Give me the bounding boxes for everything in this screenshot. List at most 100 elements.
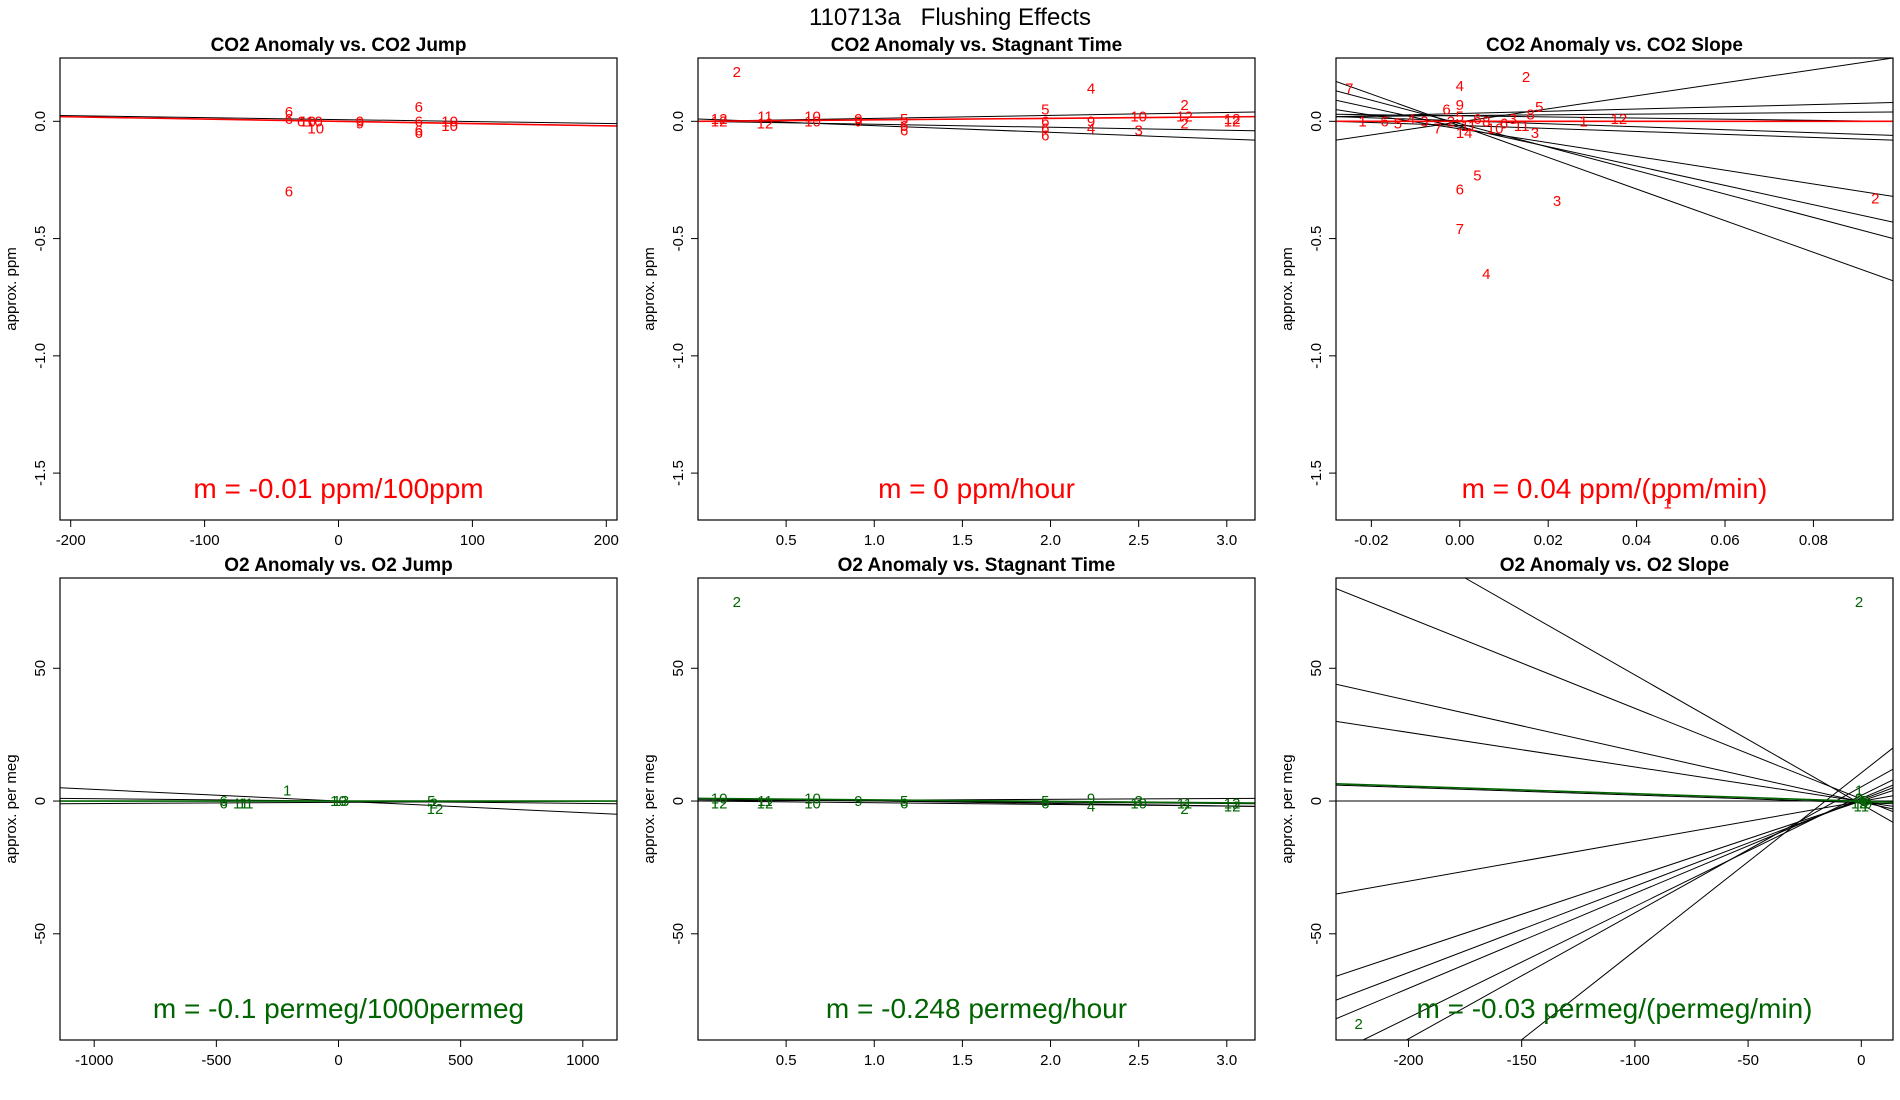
data-point: 11 (1461, 118, 1477, 135)
data-point: 10 (299, 113, 316, 130)
y-tick-label: 0 (1308, 797, 1325, 805)
data-point: 3 (1531, 125, 1539, 142)
x-tick-label: 200 (594, 532, 619, 549)
fit-line (1336, 80, 1893, 282)
x-tick-label: -200 (56, 532, 86, 549)
data-point: 13 (333, 793, 350, 810)
data-point: 9 (1864, 796, 1872, 813)
x-tick-label: 0.5 (776, 1052, 797, 1069)
data-point: 5 (1456, 109, 1464, 126)
fit-lines (60, 787, 617, 815)
y-tick-label: 0.0 (670, 111, 687, 132)
data-point: 4 (1087, 120, 1095, 137)
x-tick-label: 1.0 (864, 1052, 885, 1069)
fit-lines (1336, 58, 1893, 282)
fit-line (1336, 109, 1893, 197)
data-point: 6 (1041, 796, 1049, 813)
fit-line (1464, 578, 1893, 823)
data-point: 6 (900, 118, 908, 135)
data-point: 6 (285, 184, 293, 201)
x-tick-label: 0.06 (1710, 532, 1739, 549)
data-point: 6 (297, 113, 305, 130)
data-point: 3 (1420, 113, 1428, 130)
fit-line (698, 120, 1255, 132)
data-point: 12 (1851, 796, 1868, 813)
data-point: 12 (757, 796, 774, 813)
data-point: 12 (711, 796, 728, 813)
data-point: 1 (1579, 113, 1587, 130)
data-point: 12 (757, 116, 774, 133)
y-tick-label: 0 (32, 797, 49, 805)
x-tick-label: -200 (1393, 1052, 1423, 1069)
data-point: 10 (1130, 109, 1147, 126)
plot-frame (697, 577, 1256, 1041)
y-tick-label: 0.0 (32, 111, 49, 132)
data-point: 3 (1134, 793, 1142, 810)
y-tick-label: 0.0 (1308, 111, 1325, 132)
data-point: 2 (1180, 97, 1188, 114)
data-point: 8 (1482, 113, 1490, 130)
data-point: 2 (1180, 116, 1188, 133)
plot-frame (697, 57, 1256, 521)
fit-line (1336, 795, 1893, 895)
data-point: 7 (1434, 120, 1442, 137)
fit-line (60, 114, 617, 125)
x-tick-label: -500 (201, 1052, 231, 1069)
fit-lines (1336, 578, 1893, 1040)
data-point: 12 (427, 801, 444, 818)
plot-frame (1335, 577, 1894, 1041)
x-tick-label: 0 (334, 1052, 342, 1069)
data-point: 10 (711, 790, 728, 807)
fit-line (1336, 58, 1893, 141)
y-axis-label: approx. ppm (3, 247, 20, 330)
data-point: 1 (283, 782, 291, 799)
data-point: 9 (356, 113, 364, 130)
figure-title: 110713a Flushing Effects (809, 4, 1091, 31)
data-point: 9 (356, 116, 364, 133)
data-point: 12 (711, 113, 728, 130)
fit-line (698, 800, 1255, 807)
data-point: 10 (1487, 120, 1504, 137)
data-point: 11 (757, 109, 773, 126)
data-point: 6 (900, 123, 908, 140)
data-point: 4 (1857, 793, 1865, 810)
data-point: 1 (1358, 113, 1366, 130)
data-point: 8 (1526, 106, 1534, 123)
data-point: 11 (1854, 798, 1870, 815)
y-tick-label: -1.5 (670, 460, 687, 486)
data-point: 14 (1456, 125, 1473, 142)
fit-line (698, 797, 1255, 804)
data-point: 6 (1041, 120, 1049, 137)
x-tick-label: 0.08 (1799, 532, 1828, 549)
data-point: 11 (238, 796, 254, 813)
data-point: 4 (1087, 798, 1095, 815)
data-point: 2 (1871, 191, 1879, 208)
y-tick-label: -1.5 (32, 460, 49, 486)
data-point: 12 (1224, 113, 1241, 130)
data-point: 6 (415, 113, 423, 130)
fit-line (1336, 683, 1893, 810)
data-point: 4 (1482, 266, 1490, 283)
x-tick-label: -1000 (75, 1052, 113, 1069)
data-point: 12 (1611, 111, 1628, 128)
y-tick-label: -1.0 (1308, 343, 1325, 369)
x-tick-label: 3.0 (1216, 532, 1237, 549)
data-point: 6 (1473, 111, 1481, 128)
data-point: 6 (900, 796, 908, 813)
data-point: 9 (1087, 790, 1095, 807)
x-tick-label: 3.0 (1216, 1052, 1237, 1069)
data-point: 6 (220, 796, 228, 813)
slope-annotation: m = -0.248 permeg/hour (826, 993, 1127, 1024)
data-point: 5 (900, 111, 908, 128)
data-point: 3 (1134, 123, 1142, 140)
data-point: 6 (415, 125, 423, 142)
y-axis-label: approx. ppm (641, 247, 658, 330)
x-tick-label: -100 (190, 532, 220, 549)
data-point: 10 (330, 793, 347, 810)
data-point: 2 (733, 594, 741, 611)
x-tick-label: -0.02 (1354, 532, 1388, 549)
